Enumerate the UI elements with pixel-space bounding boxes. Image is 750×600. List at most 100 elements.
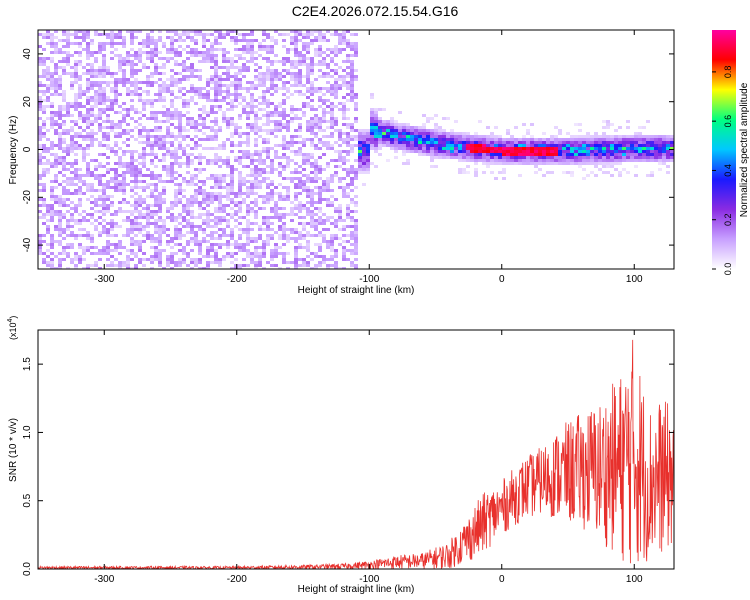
spectrogram-cell [322, 36, 326, 39]
spectrogram-cell [334, 87, 338, 90]
spectrogram-cell [210, 231, 214, 234]
spectrogram-y-label: Frequency (Hz) [8, 116, 19, 185]
spectrogram-cell [434, 165, 438, 168]
spectrogram-cell [142, 135, 146, 138]
spectrogram-cell [178, 183, 182, 186]
spectrogram-cell [150, 261, 154, 264]
spectrogram-cell [202, 123, 206, 126]
spectrogram-cell [634, 144, 638, 147]
spectrogram-cell [134, 63, 138, 66]
spectrogram-cell [222, 162, 226, 165]
spectrogram-cell [194, 123, 198, 126]
spectrogram-cell [474, 135, 478, 138]
spectrogram-cell [166, 120, 170, 123]
spectrogram-cell [522, 156, 526, 159]
spectrogram-cell [210, 255, 214, 258]
spectrogram-cell [274, 249, 278, 252]
spectrogram-cell [302, 75, 306, 78]
spectrogram-cell [38, 45, 42, 48]
spectrogram-cell [138, 99, 142, 102]
spectrogram-cell [342, 36, 346, 39]
spectrogram-cell [102, 45, 106, 48]
spectrogram-cell [174, 162, 178, 165]
spectrogram-cell [554, 159, 558, 162]
spectrogram-cell [242, 48, 246, 51]
spectrogram-cell [318, 126, 322, 129]
spectrogram-cell [146, 45, 150, 48]
spectrogram-cell [190, 117, 194, 120]
spectrogram-cell [58, 84, 62, 87]
spectrogram-cell [130, 30, 134, 33]
spectrogram-cell [106, 228, 110, 231]
spectrogram-cell [210, 57, 214, 60]
spectrogram-cell [90, 87, 94, 90]
spectrogram-cell [122, 57, 126, 60]
spectrogram-cell [550, 171, 554, 174]
spectrogram-cell [162, 147, 166, 150]
spectrogram-cell [350, 66, 354, 69]
spectrogram-cell [542, 141, 546, 144]
spectrogram-cell [670, 153, 674, 156]
spectrogram-cell [258, 168, 262, 171]
spectrogram-cell [226, 51, 230, 54]
spectrogram-cell [274, 78, 278, 81]
spectrogram-cell [126, 93, 130, 96]
spectrogram-cell [154, 48, 158, 51]
spectrogram-cell [182, 246, 186, 249]
spectrogram-cell [118, 264, 122, 267]
spectrogram-cell [122, 150, 126, 153]
spectrogram-cell [166, 132, 170, 135]
spectrogram-cell [526, 138, 530, 141]
spectrogram-cell [358, 153, 362, 156]
spectrogram-cell [166, 84, 170, 87]
spectrogram-cell [110, 51, 114, 54]
spectrogram-cell [470, 144, 474, 147]
spectrogram-cell [242, 51, 246, 54]
spectrogram-cell [314, 180, 318, 183]
spectrogram-cell [114, 36, 118, 39]
spectrogram-cell [274, 54, 278, 57]
spectrogram-cell [342, 105, 346, 108]
spectrogram-cell [306, 210, 310, 213]
spectrogram-cell [286, 144, 290, 147]
spectrogram-cell [74, 102, 78, 105]
spectrogram-cell [74, 267, 78, 269]
spectrogram-cell [354, 45, 358, 48]
spectrogram-cell [158, 198, 162, 201]
spectrogram-cell [106, 162, 110, 165]
spectrogram-cell [134, 243, 138, 246]
spectrogram-cell [310, 66, 314, 69]
spectrogram-cell [322, 237, 326, 240]
spectrogram-cell [394, 135, 398, 138]
spectrogram-cell [434, 114, 438, 117]
spectrogram-cell [454, 141, 458, 144]
spectrogram-cell [646, 153, 650, 156]
spectrogram-cell [130, 159, 134, 162]
spectrogram-cell [286, 267, 290, 269]
spectrogram-cell [210, 225, 214, 228]
spectrogram-cell [66, 132, 70, 135]
spectrogram-cell [666, 156, 670, 159]
spectrogram-cell [74, 93, 78, 96]
spectrogram-cell [114, 132, 118, 135]
spectrogram-cell [54, 72, 58, 75]
spectrogram-cell [330, 177, 334, 180]
spectrogram-cell [654, 150, 658, 153]
spectrogram-cell [190, 36, 194, 39]
spectrogram-cell [294, 66, 298, 69]
spectrogram-cell [338, 228, 342, 231]
spectrogram-cell [134, 54, 138, 57]
spectrogram-cell [122, 180, 126, 183]
spectrogram-cell [334, 252, 338, 255]
spectrogram-cell [658, 141, 662, 144]
spectrogram-cell [186, 153, 190, 156]
spectrogram-cell [106, 231, 110, 234]
spectrogram-cell [614, 159, 618, 162]
spectrogram-cell [538, 168, 542, 171]
spectrogram-cell [246, 81, 250, 84]
spectrogram-cell [106, 252, 110, 255]
spectrogram-cell [298, 54, 302, 57]
spectrogram-cell [358, 165, 362, 168]
spectrogram-cell [214, 69, 218, 72]
spectrogram-cell [334, 150, 338, 153]
